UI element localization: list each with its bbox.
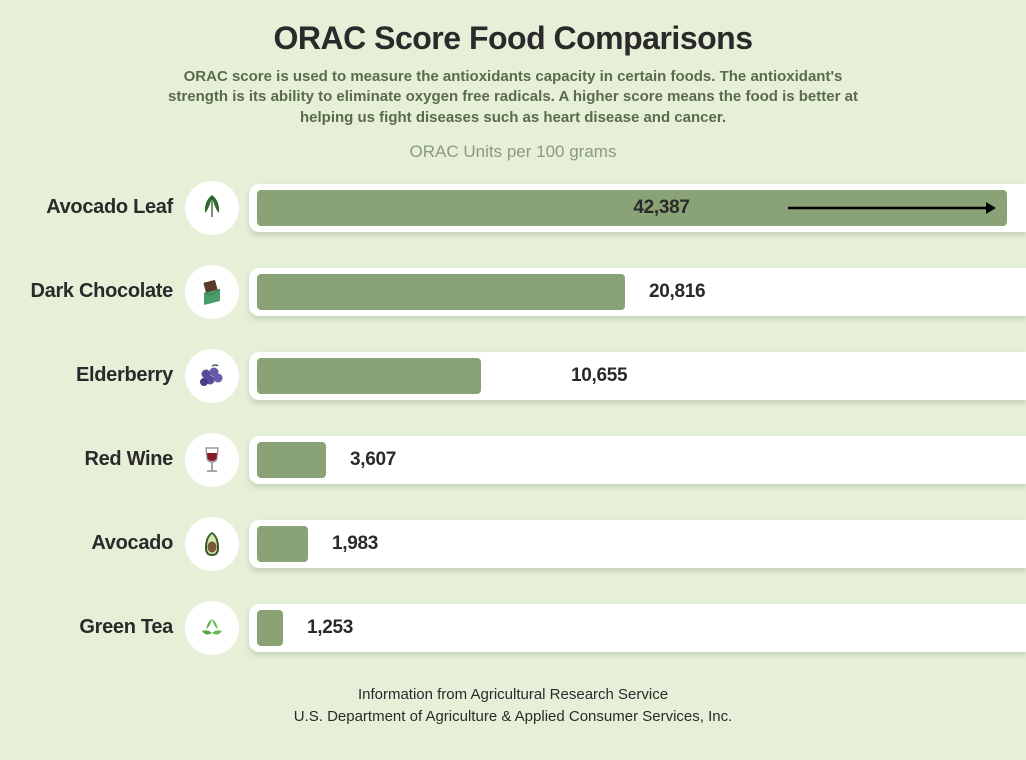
bar-track: 1,253 [249, 604, 1026, 652]
bar-track: 20,816 [249, 268, 1026, 316]
chocolate-icon [185, 265, 239, 319]
bar-label: Elderberry [0, 364, 185, 387]
footer-line1: Information from Agricultural Research S… [0, 684, 1026, 706]
overflow-arrow-icon [788, 199, 998, 217]
bar-row: Avocado Leaf 42,387 [0, 180, 1026, 236]
bar-row: Green Tea 1,253 [0, 600, 1026, 656]
bar-track: 3,607 [249, 436, 1026, 484]
bar-fill [257, 442, 326, 478]
footer-line2: U.S. Department of Agriculture & Applied… [0, 706, 1026, 728]
chart-title: ORAC Score Food Comparisons [0, 20, 1026, 57]
bar-label: Dark Chocolate [0, 280, 185, 303]
bar-fill [257, 526, 308, 562]
bar-label: Red Wine [0, 448, 185, 471]
avocado-icon [185, 517, 239, 571]
bar-label: Green Tea [0, 616, 185, 639]
bar-fill [257, 610, 283, 646]
bar-value: 10,655 [571, 365, 627, 387]
bar-fill [257, 358, 481, 394]
tea-leaf-icon [185, 601, 239, 655]
axis-label: ORAC Units per 100 grams [0, 142, 1026, 162]
bar-label: Avocado Leaf [0, 196, 185, 219]
bar-track: 10,655 [249, 352, 1026, 400]
wine-icon [185, 433, 239, 487]
leaf-icon [185, 181, 239, 235]
footer: Information from Agricultural Research S… [0, 684, 1026, 728]
bar-label: Avocado [0, 532, 185, 555]
bar-fill [257, 274, 625, 310]
bar-row: Avocado 1,983 [0, 516, 1026, 572]
bar-track: 42,387 [249, 184, 1026, 232]
bar-value: 3,607 [350, 449, 396, 471]
berries-icon [185, 349, 239, 403]
bar-value: 1,253 [307, 617, 353, 639]
bar-value: 20,816 [649, 281, 705, 303]
bar-value: 42,387 [633, 197, 689, 219]
bar-row: Elderberry 10,655 [0, 348, 1026, 404]
bar-rows: Avocado Leaf 42,387 Dark Chocolate [0, 180, 1026, 656]
bar-track: 1,983 [249, 520, 1026, 568]
bar-value: 1,983 [332, 533, 378, 555]
bar-row: Red Wine 3,607 [0, 432, 1026, 488]
bar-row: Dark Chocolate 20,816 [0, 264, 1026, 320]
chart-subtitle: ORAC score is used to measure the antiox… [153, 67, 873, 128]
